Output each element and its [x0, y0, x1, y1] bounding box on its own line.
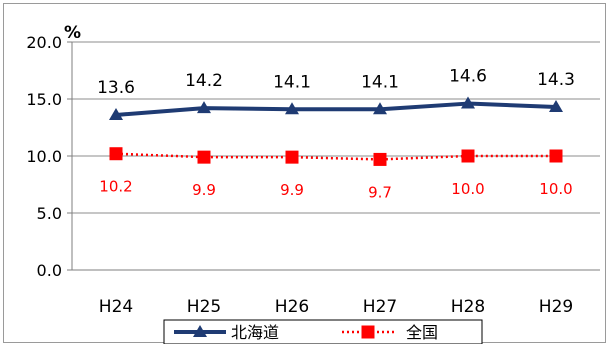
y-tick-label: 20.0 — [26, 33, 62, 52]
x-tick-labels: H24 H25 H26 H27 H28 H29 — [99, 297, 573, 317]
data-label: 9.9 — [280, 181, 304, 199]
chart-frame: 0.0 5.0 10.0 15.0 20.0% H24 H25 H26 H27 H28 H29 1… — [3, 3, 606, 345]
x-tick-label: H29 — [539, 297, 573, 317]
data-point — [549, 149, 563, 163]
y-tick-label: 0.0 — [37, 261, 62, 280]
data-point — [109, 107, 123, 120]
data-labels: 13.6 14.2 14.1 14.1 14.6 14.3 10.2 9.9 9.9 9.7 10.… — [97, 67, 575, 202]
x-tick-label: H24 — [99, 297, 133, 317]
data-label: 9.9 — [192, 181, 216, 199]
data-label: 14.2 — [185, 71, 223, 91]
data-label: 14.1 — [361, 72, 399, 92]
legend: 北海道 全国 — [163, 319, 483, 345]
data-point — [461, 96, 475, 109]
data-label: 9.7 — [368, 183, 392, 201]
legend-marker-hokkaido — [193, 325, 207, 337]
data-label: 10.0 — [451, 180, 484, 198]
x-tick-label: H26 — [275, 297, 309, 317]
line-chart: 0.0 5.0 10.0 15.0 20.0% H24 H25 H26 H27 H28 H29 1… — [26, 23, 600, 345]
data-point — [197, 150, 211, 164]
legend-label-hokkaido: 北海道 — [231, 323, 279, 342]
y-axis-unit: % — [64, 23, 81, 43]
legend-marker-national — [361, 325, 375, 339]
x-tick-label: H25 — [187, 297, 221, 317]
data-point — [197, 101, 211, 114]
data-point — [549, 99, 563, 112]
data-label: 14.6 — [449, 67, 487, 87]
data-point — [373, 152, 387, 166]
data-point — [109, 147, 123, 161]
data-point — [285, 102, 299, 115]
data-point — [373, 102, 387, 115]
y-tick-label: 10.0 — [26, 147, 62, 166]
x-tick-label: H27 — [363, 297, 397, 317]
data-label: 14.1 — [273, 72, 311, 92]
series-line-hokkaido — [115, 101, 557, 117]
series-group — [109, 96, 563, 166]
data-label: 10.2 — [99, 178, 132, 196]
y-tick-labels: 0.0 5.0 10.0 15.0 20.0% — [26, 23, 81, 280]
y-tick-label: 5.0 — [37, 204, 62, 223]
data-label: 14.3 — [537, 70, 575, 90]
data-label: 13.6 — [97, 78, 135, 98]
x-tick-label: H28 — [451, 297, 485, 317]
data-label: 10.0 — [539, 180, 572, 198]
axes — [67, 41, 600, 271]
data-point — [285, 150, 299, 164]
data-point — [461, 149, 475, 163]
series-line-national — [115, 152, 556, 161]
legend-label-national: 全国 — [406, 323, 438, 342]
y-tick-label: 15.0 — [26, 90, 62, 109]
